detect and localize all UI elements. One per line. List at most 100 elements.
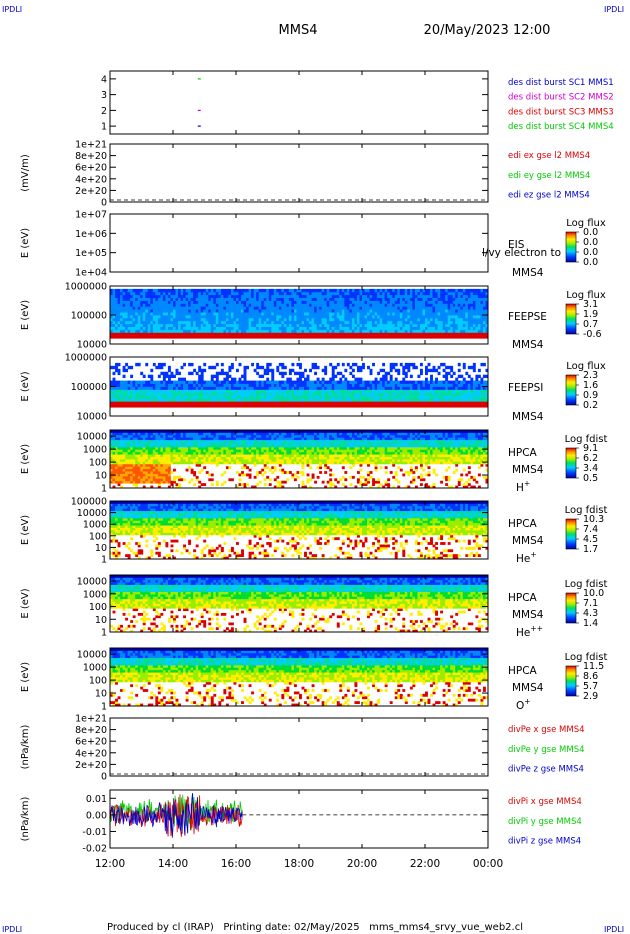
legend-entry-2: edi ez gse l2 MMS4 bbox=[508, 191, 590, 201]
y-tick-label: 10000 bbox=[77, 432, 107, 443]
y-tick-label: 1e+07 bbox=[75, 210, 107, 221]
panel-frame bbox=[109, 717, 489, 777]
y-tick-label: 1000 bbox=[83, 663, 107, 674]
y-tick-label: 1e+21 bbox=[75, 140, 107, 151]
colorbar-tick-label: 0.7 bbox=[583, 319, 598, 330]
y-axis-label: (nPa/km) bbox=[20, 725, 31, 770]
y-tick-label: 10 bbox=[95, 689, 107, 700]
spectrogram-hpca_hepp bbox=[110, 575, 489, 633]
y-tick-label: 1 bbox=[101, 555, 107, 566]
colorbar-tick-label: 7.1 bbox=[583, 598, 598, 609]
y-tick-label: -0.02 bbox=[82, 844, 107, 855]
colorbar-tick-label: 0.9 bbox=[583, 390, 598, 401]
trace-2 bbox=[109, 793, 243, 838]
panel-divpi: -0.02 -0.01 0.00 0.01 (nPa/km) divPi x gse MM… bbox=[20, 789, 582, 855]
y-tick-label: 1e+21 bbox=[75, 714, 107, 725]
colorbar-tick-label: 1.6 bbox=[583, 380, 598, 391]
colorbar-tick-label: 1.4 bbox=[583, 618, 598, 629]
y-tick-label: -0.01 bbox=[82, 827, 107, 838]
colorbar-title: Log flux bbox=[566, 361, 606, 372]
panel-hpca_o: 1 10 100 1000 10000 E (eV) HPCA MMS4 O+ Log fdist… bbox=[20, 647, 607, 713]
spacecraft-label: MMS4 bbox=[512, 464, 544, 476]
panels: 1 2 3 4 des dist burst SC1 MMS1 des dist burs… bbox=[20, 70, 614, 855]
spectrogram-hpca_h bbox=[110, 430, 489, 489]
y-axis-label: E (eV) bbox=[20, 228, 31, 258]
panel-frame bbox=[109, 70, 489, 135]
colorbar-tick-label: 0.0 bbox=[583, 227, 598, 238]
y-tick-label: 10000 bbox=[77, 508, 107, 519]
spectrogram-hpca_o bbox=[110, 648, 489, 707]
colorbar-tick-label: 1.9 bbox=[583, 309, 598, 320]
legend-entry-1: des dist burst SC2 MMS2 bbox=[508, 93, 614, 103]
y-tick-label: 1000000 bbox=[65, 353, 107, 364]
y-tick-label: 4e+20 bbox=[75, 174, 107, 185]
legend-entry-0: divPe x gse MMS4 bbox=[508, 725, 585, 735]
y-axis-label: E (eV) bbox=[20, 662, 31, 692]
page-datetime: 20/May/2023 12:00 bbox=[424, 23, 551, 38]
spacecraft-label: MMS4 bbox=[512, 339, 544, 351]
instrument-label: HPCA bbox=[508, 447, 538, 459]
y-tick-label: 1000 bbox=[83, 445, 107, 456]
colorbar-tick-label: 4.5 bbox=[583, 534, 598, 545]
colorbar-tick-label: 6.2 bbox=[583, 453, 598, 464]
y-tick-label: 4e+20 bbox=[75, 748, 107, 759]
x-axis: 12:00 14:00 16:00 18:00 20:00 22:00 00:00 bbox=[95, 858, 503, 870]
y-tick-label: 4 bbox=[101, 74, 107, 85]
colorbar-tick-label: -0.6 bbox=[583, 329, 602, 340]
y-tick-label: 100 bbox=[89, 676, 107, 687]
spectrogram-hpca_he bbox=[110, 501, 489, 560]
colorbar-tick-label: 2.3 bbox=[583, 370, 598, 381]
burst-mark-1 bbox=[197, 109, 201, 111]
charge-label: + bbox=[530, 550, 536, 559]
y-tick-label: 1 bbox=[101, 122, 107, 133]
page-title: MMS4 bbox=[279, 23, 318, 38]
y-tick-label: 1000 bbox=[83, 520, 107, 531]
colorbar-tick-label: 2.9 bbox=[583, 691, 598, 702]
species-label: He+ bbox=[516, 550, 537, 565]
species-label: H+ bbox=[516, 479, 530, 494]
y-tick-label: 8e+20 bbox=[75, 725, 107, 736]
x-tick-label: 18:00 bbox=[284, 858, 314, 870]
y-tick-label: 100000 bbox=[71, 311, 107, 322]
colorbar-title: Log fdist bbox=[565, 434, 608, 445]
colorbar bbox=[565, 518, 577, 550]
y-tick-label: 1e+04 bbox=[75, 268, 107, 279]
legend-entry-1: divPi y gse MMS4 bbox=[508, 817, 582, 827]
colorbar-tick-label: 5.7 bbox=[583, 681, 598, 692]
instrument-label: FEEPSI bbox=[508, 382, 543, 394]
y-tick-label: 2e+20 bbox=[75, 760, 107, 771]
y-tick-label: 1000 bbox=[83, 589, 107, 600]
legend-entry-1: divPe y gse MMS4 bbox=[508, 745, 585, 755]
charge-label: ++ bbox=[530, 624, 543, 633]
y-tick-label: 3 bbox=[101, 90, 107, 101]
panel-feepsi: 10000 100000 1000000 E (eV) FEEPSI MMS4 Log fl… bbox=[20, 353, 606, 424]
y-tick-label: 1000000 bbox=[65, 282, 107, 293]
colorbar bbox=[565, 303, 577, 335]
x-tick-label: 12:00 bbox=[95, 858, 125, 870]
footer-text: Produced by cl (IRAP) Printing date: 02/… bbox=[107, 922, 523, 933]
y-tick-label: 1e+05 bbox=[75, 248, 107, 259]
panel-eis: 1e+04 1e+05 1e+06 1e+07 E (eV) EIS MMS4 l/vy el… bbox=[20, 210, 606, 280]
colorbar-tick-label: 1.7 bbox=[583, 544, 598, 555]
colorbar-tick-label: 0.0 bbox=[583, 237, 598, 248]
y-tick-label: 0.01 bbox=[86, 794, 107, 805]
spacecraft-label: MMS4 bbox=[512, 609, 544, 621]
y-tick-label: 1 bbox=[101, 628, 107, 639]
spacecraft-label: MMS4 bbox=[512, 267, 544, 279]
charge-label: + bbox=[524, 479, 530, 488]
legend-entry-1: edi ey gse l2 MMS4 bbox=[508, 171, 590, 181]
corner-bl: IPDLI bbox=[2, 925, 22, 934]
instrument-label: EIS bbox=[508, 239, 525, 251]
colorbar bbox=[565, 374, 577, 406]
colorbar-tick-label: 9.1 bbox=[583, 443, 598, 454]
x-tick-label: 14:00 bbox=[158, 858, 188, 870]
extra-label: l/vy electron to bbox=[482, 247, 561, 259]
spacecraft-label: MMS4 bbox=[512, 682, 544, 694]
y-tick-label: 10 bbox=[95, 615, 107, 626]
colorbar-tick-label: 4.3 bbox=[583, 608, 598, 619]
